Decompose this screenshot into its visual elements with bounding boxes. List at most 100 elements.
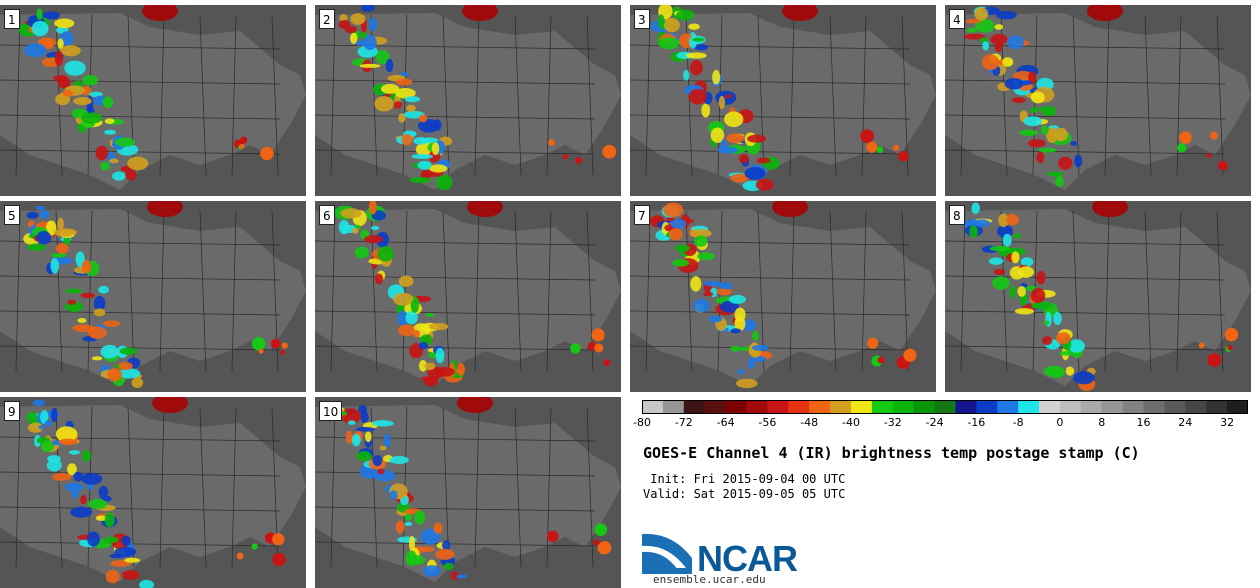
- cloud-top: [80, 494, 87, 505]
- cloud-top: [58, 438, 78, 445]
- land-mass: [315, 13, 621, 190]
- cloud-top: [1036, 151, 1045, 164]
- cloud-top: [1073, 371, 1095, 385]
- cloud-top: [404, 513, 413, 521]
- cloud-top: [966, 27, 977, 33]
- cloud-top: [258, 348, 264, 354]
- cloud-top: [355, 427, 376, 432]
- state-border: [829, 210, 837, 372]
- state-border: [315, 114, 596, 120]
- cloud-top: [1067, 339, 1085, 353]
- cloud-top: [998, 213, 1009, 228]
- cloud-top: [752, 330, 760, 341]
- state-border: [87, 210, 93, 372]
- cloud-top: [396, 78, 413, 86]
- stamp-panel: 4: [945, 5, 1251, 196]
- colorbar-ticks: -80 -72 -64 -56 -48 -40 -32 -24 -16 -8 0 8 16 24 32: [633, 414, 1248, 430]
- cloud-top: [990, 33, 1008, 45]
- cloud-top: [694, 235, 708, 247]
- cloud-top: [903, 348, 917, 362]
- cloud-top: [433, 119, 442, 131]
- cloud-top: [251, 336, 266, 351]
- cloud-top: [1053, 311, 1062, 326]
- cloud-top: [372, 455, 383, 467]
- cloud-top: [45, 220, 57, 236]
- panel-number-label: 7: [634, 205, 650, 225]
- land-mass: [945, 13, 1251, 190]
- cloud-top: [40, 409, 49, 424]
- cloud-top: [1017, 285, 1027, 297]
- state-border: [199, 14, 207, 176]
- cloud-top: [1030, 288, 1046, 304]
- cloud-top: [26, 211, 39, 219]
- state-border: [0, 114, 281, 120]
- cloud-top: [35, 205, 46, 210]
- cloud-top: [114, 546, 137, 558]
- cloud-top: [103, 536, 119, 544]
- state-border: [945, 149, 1226, 155]
- state-border: [315, 149, 596, 155]
- cloud-top: [60, 45, 81, 57]
- state-border: [789, 14, 795, 176]
- cloud-top: [674, 244, 690, 252]
- cloud-top: [418, 360, 428, 372]
- cloud-top: [973, 219, 991, 228]
- state-border: [945, 345, 1226, 351]
- state-border: [159, 210, 165, 372]
- cloud-top: [547, 530, 559, 543]
- cloud-top: [742, 319, 757, 332]
- cloud-top: [672, 258, 690, 267]
- ir-map: [630, 201, 936, 392]
- cloud-top: [54, 228, 75, 237]
- cloud-top: [62, 89, 74, 97]
- cloud-top: [77, 318, 87, 324]
- cloud-top: [102, 495, 112, 502]
- cloud-top: [393, 101, 403, 109]
- state-border: [960, 210, 966, 372]
- colorbar-segment: [746, 400, 768, 414]
- cloud-top: [993, 268, 1006, 276]
- cloud-top: [406, 104, 416, 112]
- cloud-top: [1043, 320, 1050, 325]
- colorbar-tick-label: -80: [633, 416, 651, 429]
- cloud-top: [107, 368, 123, 382]
- cloud-top: [380, 83, 400, 94]
- cloud-top: [374, 96, 394, 112]
- cloud-top: [747, 134, 767, 143]
- cloud-top: [570, 343, 581, 354]
- colorbar-segment: [1039, 400, 1061, 414]
- ncar-wordmark: NCAR: [697, 538, 798, 579]
- cloud-top: [121, 535, 131, 546]
- cloud-top: [121, 570, 140, 580]
- cloud-top: [389, 455, 409, 464]
- panel-number-label: 2: [319, 9, 335, 29]
- colorbar-tick-label: -8: [1012, 416, 1024, 429]
- cloud-top: [345, 430, 353, 444]
- cloud-top: [409, 176, 431, 184]
- cloud-top: [239, 136, 248, 144]
- cloud-top: [1179, 131, 1192, 144]
- cloud-top: [730, 328, 742, 334]
- stamp-panel: 3: [630, 5, 936, 196]
- colorbar-segment: [1164, 400, 1186, 414]
- cloud-top: [98, 285, 109, 294]
- state-border: [442, 406, 450, 568]
- cloud-top: [339, 14, 348, 22]
- state-border: [901, 14, 909, 176]
- cloud-top: [81, 86, 92, 96]
- cloud-top: [405, 550, 417, 567]
- cloud-top: [1030, 91, 1045, 104]
- cloud-top: [55, 426, 78, 442]
- cloud-top: [340, 208, 362, 219]
- cloud-top: [398, 324, 415, 337]
- stamp-panel: 9: [0, 397, 306, 588]
- state-border: [789, 210, 795, 372]
- state-border: [127, 406, 135, 568]
- state-border: [630, 310, 911, 316]
- cloud-top: [383, 433, 391, 449]
- cloud-top: [139, 579, 155, 588]
- cloud-top: [360, 411, 369, 423]
- cloud-top: [1007, 35, 1024, 50]
- state-border: [474, 14, 480, 176]
- state-border: [861, 14, 867, 176]
